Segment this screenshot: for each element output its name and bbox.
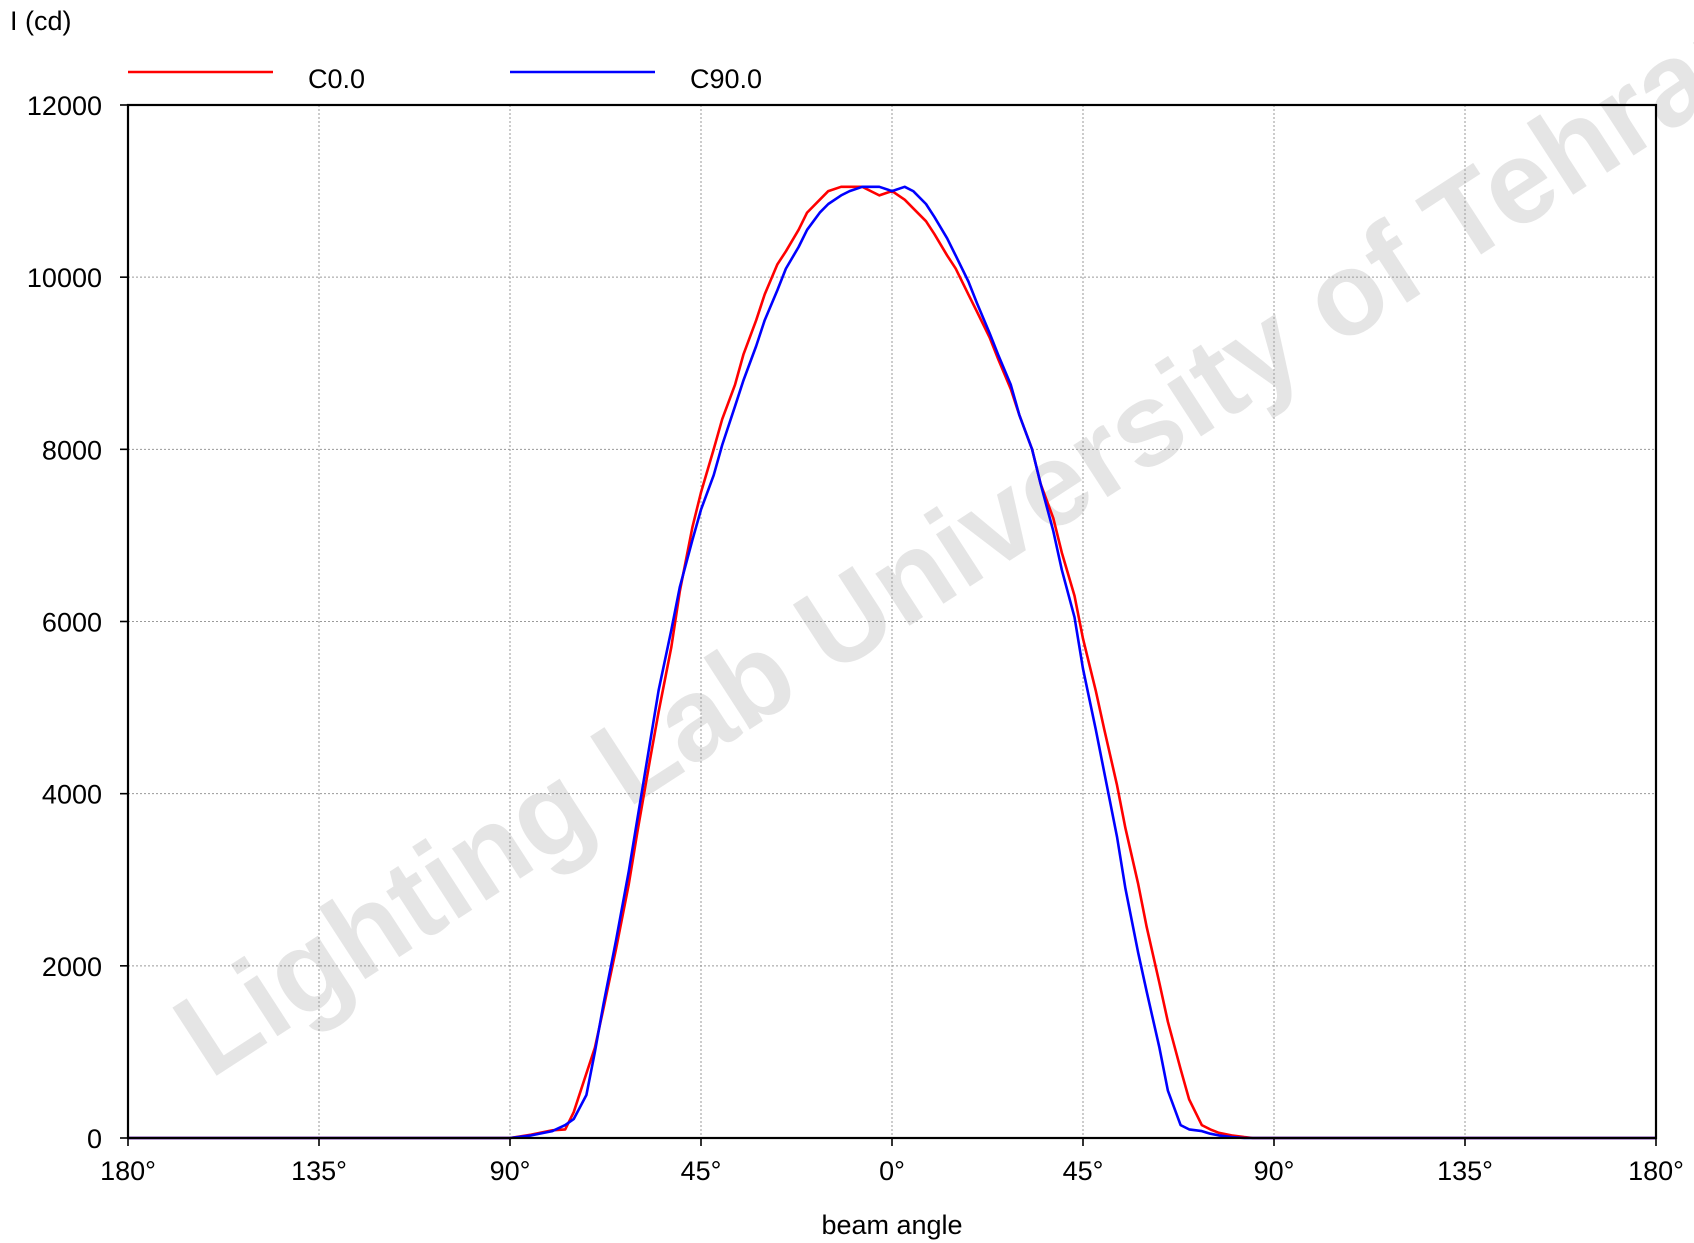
x-tick-label: 180° [100, 1156, 156, 1186]
watermark-text: Lighting Lab University of Tehran - Aza [152, 0, 1694, 1102]
x-tick-label: 0° [879, 1156, 905, 1186]
x-tick-label: 45° [1063, 1156, 1104, 1186]
series-curves [128, 185, 1656, 1140]
series-line-c0-0 [128, 185, 1656, 1140]
x-tick-label: 45° [681, 1156, 722, 1186]
x-tick-label: 180° [1628, 1156, 1684, 1186]
x-tick-label: 90° [490, 1156, 531, 1186]
x-tick-label: 135° [291, 1156, 347, 1186]
y-tick-label: 4000 [42, 780, 102, 810]
y-axis-title: I (cd) [10, 6, 72, 36]
grid-lines [128, 105, 1656, 1138]
x-tick-label: 90° [1254, 1156, 1295, 1186]
y-tick-label: 2000 [42, 952, 102, 982]
y-tick-label: 12000 [27, 91, 102, 121]
x-axis-ticks: 180° 135° 90° 45° 0° 45° 90° 135° 180° [100, 1138, 1684, 1186]
legend: C0.0 C90.0 [128, 64, 762, 94]
y-axis-ticks: 0 2000 4000 6000 8000 10000 12000 [27, 91, 128, 1154]
legend-label: C90.0 [690, 64, 762, 94]
legend-label: C0.0 [308, 64, 365, 94]
y-tick-label: 8000 [42, 435, 102, 465]
y-tick-label: 6000 [42, 608, 102, 638]
y-tick-label: 0 [87, 1124, 102, 1154]
x-axis-title: beam angle [821, 1210, 962, 1240]
y-tick-label: 10000 [27, 263, 102, 293]
series-line-c90-0 [128, 185, 1656, 1140]
x-tick-label: 135° [1437, 1156, 1493, 1186]
